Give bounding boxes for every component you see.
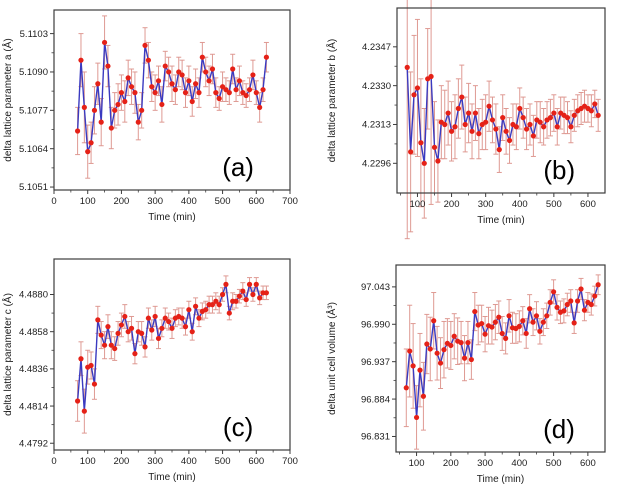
x-tick-label: 100: [410, 199, 426, 210]
y-tick-label: 96.937: [361, 357, 390, 368]
x-tick-label: 600: [248, 456, 264, 467]
panel-letter-label: (a): [222, 152, 254, 182]
x-tick-label: 300: [478, 199, 494, 210]
y-tick-label: 5.1103: [20, 29, 48, 40]
x-tick-label: 600: [248, 196, 264, 207]
y-tick-label: 96.831: [361, 432, 390, 443]
x-tick-label: 400: [181, 196, 197, 207]
y-tick-label: 4.2313: [362, 120, 391, 131]
panel-d: 100 200 300 400 500 600 96.831 96.884 96.937 96.9…: [320, 245, 640, 490]
x-axis-label: Time (min): [148, 212, 195, 223]
data-points: [75, 281, 269, 414]
x-tick-label: 300: [477, 458, 493, 469]
x-tick-label: 400: [511, 458, 527, 469]
x-tick-label: 100: [80, 456, 96, 467]
plot-frame: [395, 264, 606, 453]
data-points: [75, 39, 269, 155]
x-tick-label: 500: [215, 196, 231, 207]
y-tick-label: 4.2296: [362, 159, 391, 170]
plot-frame: [396, 7, 606, 194]
x-tick-label: 100: [409, 458, 425, 469]
x-tick-label: 300: [147, 456, 163, 467]
y-tick-label: 96.990: [361, 319, 390, 330]
x-axis-label: Time (min): [477, 215, 524, 226]
x-tick-label: 400: [181, 456, 197, 467]
x-tick-label: 600: [580, 458, 596, 469]
y-tick-label: 5.1064: [19, 144, 48, 155]
x-tick-label: 400: [512, 199, 528, 210]
x-tick-label: 500: [546, 458, 562, 469]
x-tick-label: 300: [147, 196, 163, 207]
x-tick-label: 200: [443, 458, 459, 469]
x-tick-label: 0: [51, 456, 56, 467]
data-points: [404, 64, 601, 166]
y-tick-label: 97.043: [361, 282, 390, 293]
y-axis-label: delta lattice parameter c (Å): [1, 293, 14, 416]
error-bars: [75, 275, 269, 434]
x-tick-label: 0: [51, 196, 56, 207]
panel-letter-label: (b): [543, 155, 575, 185]
x-tick-label: 700: [282, 456, 298, 467]
plot-canvas: 100 200 300 400 500 600 4.2296 4.2313 4.2330 4.23…: [325, 0, 606, 240]
plot-canvas: 100 200 300 400 500 600 96.831 96.884 96.937 96.9…: [325, 264, 606, 485]
y-tick-label: 4.4858: [19, 327, 48, 338]
y-tick-label: 4.4814: [19, 401, 48, 412]
y-tick-label: 5.1090: [19, 67, 48, 78]
x-tick-label: 500: [546, 199, 562, 210]
plot-canvas: 0 100 200 300 400 500 600 700 4.4792 4.4814 4.4836…: [1, 258, 298, 483]
y-tick-label: 5.1077: [19, 106, 48, 117]
x-axis-label: Time (min): [477, 474, 524, 485]
x-tick-label: 600: [580, 199, 596, 210]
y-axis-label: delta lattice parameter b (Å): [325, 39, 338, 162]
x-axis-label: Time (min): [148, 472, 195, 483]
panel-letter-label: (d): [543, 414, 575, 444]
y-tick-label: 96.884: [361, 394, 390, 405]
x-tick-label: 200: [113, 196, 129, 207]
x-tick-label: 500: [215, 456, 231, 467]
y-axis-label: delta lattice parameter a (Å): [1, 38, 14, 161]
x-tick-label: 200: [444, 199, 460, 210]
panel-a: 0 100 200 300 400 500 600 700 5.1051 5.1064 5.1077…: [0, 0, 320, 245]
panel-b: 100 200 300 400 500 600 4.2296 4.2313 4.2330 4.23…: [320, 0, 640, 245]
y-tick-label: 4.2347: [362, 42, 391, 53]
x-tick-label: 700: [282, 196, 298, 207]
plot-canvas: 0 100 200 300 400 500 600 700 5.1051 5.1064 5.1077…: [1, 9, 298, 223]
x-tick-label: 100: [80, 196, 96, 207]
x-tick-label: 200: [113, 456, 129, 467]
y-axis-label: delta unit cell volume (Å³): [325, 302, 338, 415]
y-tick-label: 4.4792: [19, 438, 48, 449]
y-tick-label: 5.1051: [19, 182, 48, 193]
panel-c: 0 100 200 300 400 500 600 700 4.4792 4.4814 4.4836…: [0, 245, 320, 490]
y-tick-label: 4.2330: [362, 81, 391, 92]
y-tick-label: 4.4880: [19, 290, 48, 301]
y-tick-label: 4.4836: [19, 364, 48, 375]
panel-letter-label: (c): [223, 412, 253, 442]
data-points: [403, 282, 601, 421]
